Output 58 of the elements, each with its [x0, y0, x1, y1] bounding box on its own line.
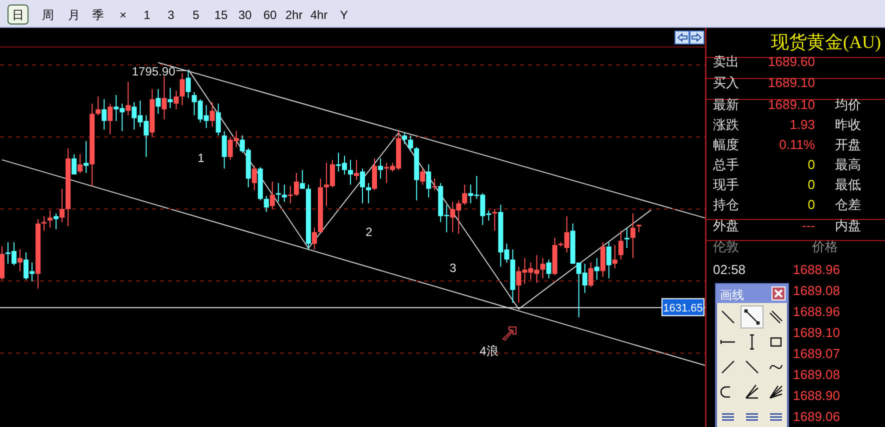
- annotation: 1: [198, 151, 205, 165]
- text: 1689.07: [793, 346, 840, 361]
- text: 1688.90: [793, 388, 840, 403]
- text: 5: [192, 8, 200, 22]
- text: 0: [808, 177, 815, 192]
- text: ---: [802, 218, 815, 233]
- text: 昨收: [835, 117, 861, 132]
- text: 最新: [713, 97, 739, 112]
- text: 1689.10: [768, 97, 815, 112]
- text: 伦敦: [713, 239, 739, 254]
- text: 持仓: [713, 197, 739, 212]
- text: 15: [214, 8, 228, 22]
- text: 买入: [713, 75, 739, 90]
- text: 1689.06: [793, 409, 840, 424]
- text: 3: [168, 8, 175, 22]
- text: 现手: [713, 177, 739, 192]
- text: 02:58: [713, 262, 746, 277]
- text: 最高: [835, 157, 861, 172]
- text: 日: [12, 8, 24, 22]
- text: 1689.08: [793, 283, 840, 298]
- text: 0: [808, 157, 815, 172]
- text: 涨跌: [713, 117, 739, 132]
- annotation: 4浪: [480, 344, 498, 358]
- text: 4hr: [310, 8, 328, 22]
- text: 外盘: [713, 218, 739, 233]
- text: 0: [808, 197, 815, 212]
- text: 1689.10: [768, 75, 815, 90]
- text: 画线: [720, 288, 744, 302]
- text: 30: [238, 8, 252, 22]
- text: 幅度: [713, 137, 739, 152]
- text: 60: [263, 8, 277, 22]
- text: 1.93: [790, 117, 815, 132]
- text: 开盘: [835, 137, 861, 152]
- text: ×: [119, 8, 127, 22]
- text: 均价: [834, 97, 861, 112]
- text: 0.11%: [779, 137, 816, 152]
- annotation: 2: [366, 225, 373, 239]
- text: 最低: [835, 177, 861, 192]
- text: 总手: [712, 157, 739, 172]
- text: 2hr: [285, 8, 303, 22]
- text: 1: [144, 8, 151, 22]
- text: 1688.96: [793, 262, 840, 277]
- text: 月: [68, 8, 80, 22]
- text: 内盘: [835, 218, 861, 233]
- text: 仓差: [835, 197, 861, 212]
- text: Y: [340, 8, 348, 22]
- text: 1688.96: [793, 304, 840, 319]
- text: 1689.08: [793, 367, 840, 382]
- text: 卖出: [713, 54, 739, 69]
- text: 季: [92, 8, 104, 22]
- text: 1689.10: [793, 325, 840, 340]
- annotation: 3: [450, 261, 457, 275]
- text: 价格: [811, 239, 838, 254]
- annotation: 1795.90: [132, 64, 176, 79]
- text: 现货黄金(AU): [771, 32, 881, 52]
- annotation: 1631.65: [663, 302, 703, 315]
- text: 1689.60: [768, 54, 815, 69]
- text: 周: [42, 8, 54, 22]
